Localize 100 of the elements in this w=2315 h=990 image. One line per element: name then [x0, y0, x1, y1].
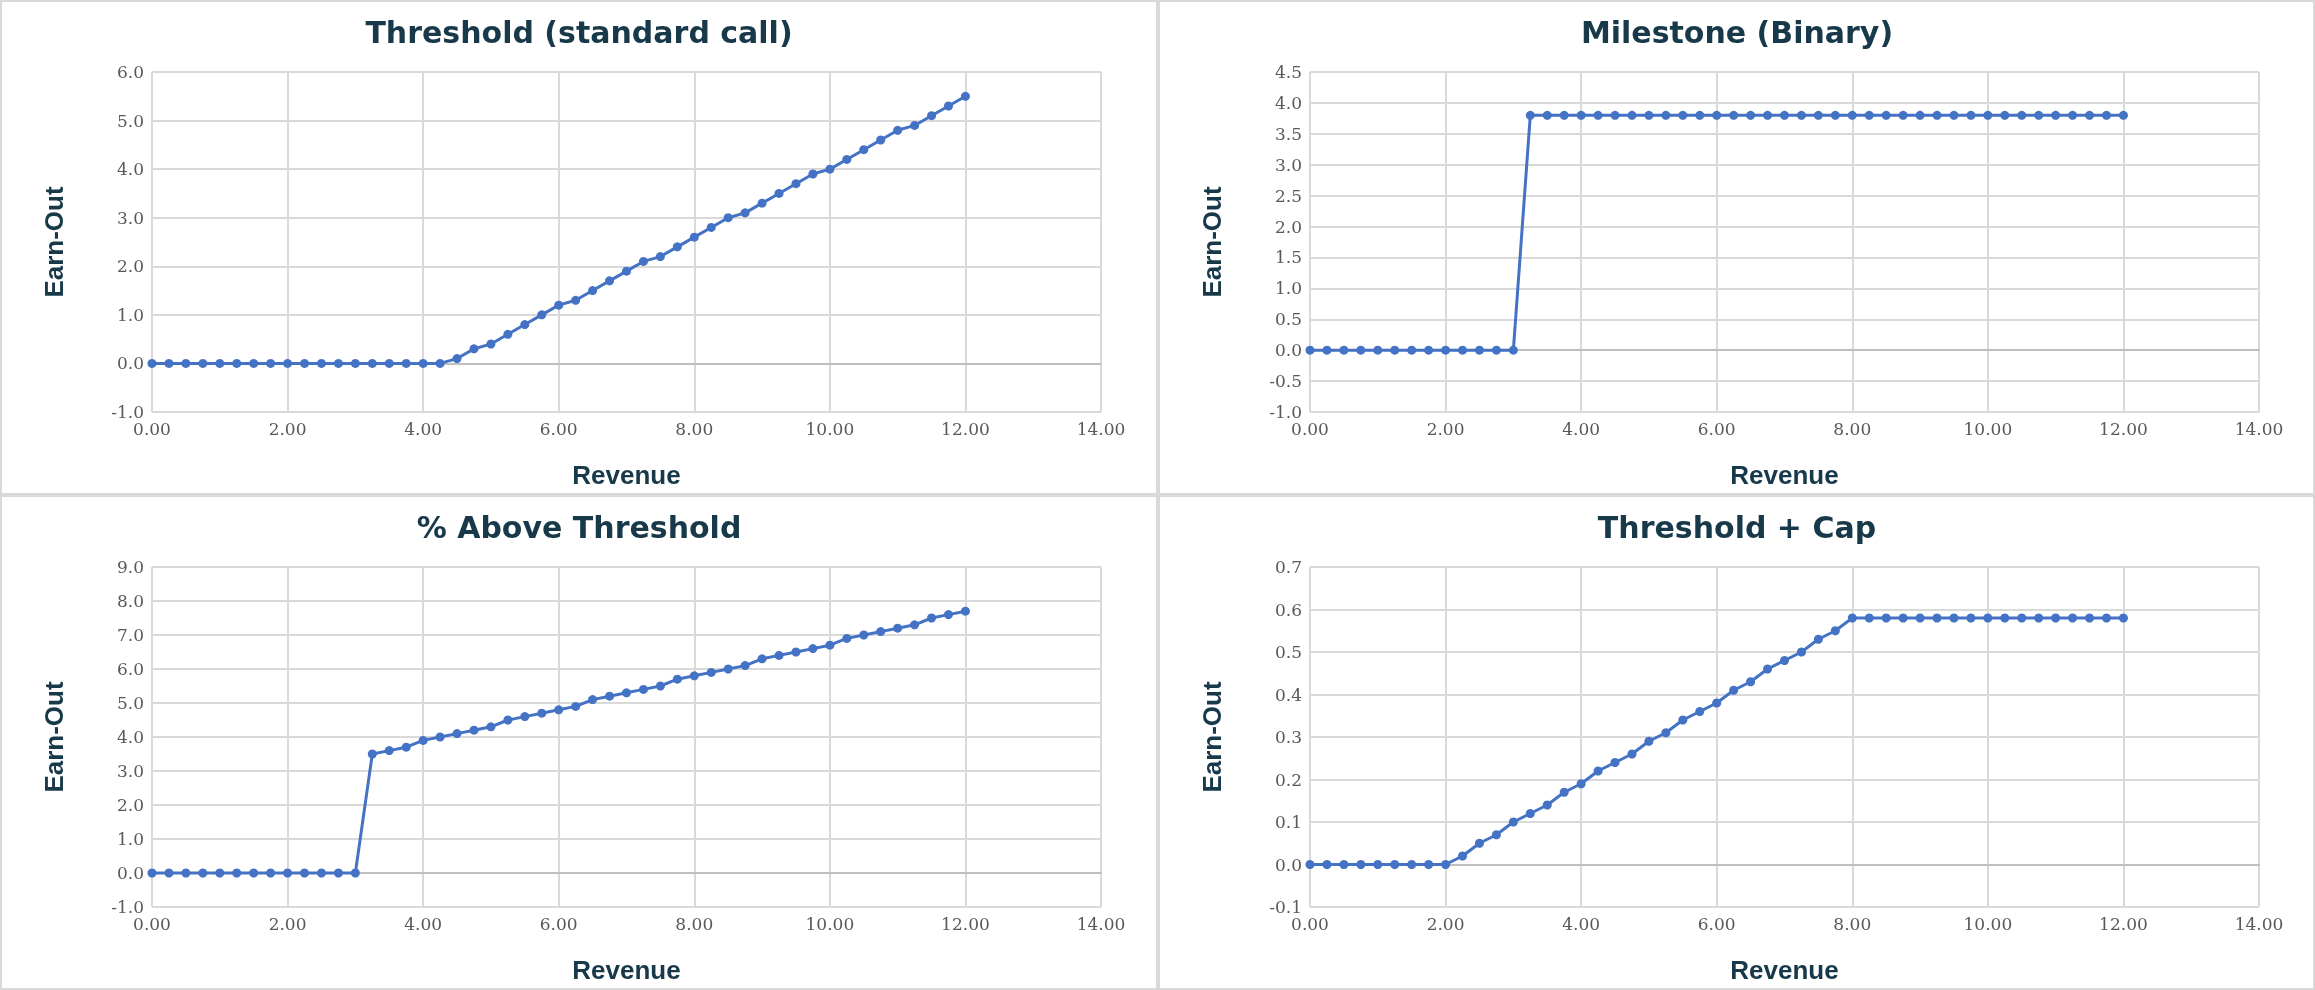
point — [638, 684, 648, 694]
point — [1355, 860, 1365, 869]
point — [1779, 656, 1789, 665]
point — [910, 620, 920, 630]
point — [283, 358, 293, 368]
point — [893, 623, 903, 633]
y-tick-label: 0.0 — [1274, 340, 1302, 361]
y-tick-label: 0.5 — [1274, 309, 1302, 330]
y-tick-label: 1.0 — [116, 304, 144, 325]
point — [1677, 715, 1687, 725]
point — [1525, 809, 1535, 818]
point — [469, 725, 479, 735]
point — [689, 232, 699, 242]
point — [893, 125, 903, 135]
point — [266, 358, 276, 368]
point — [622, 266, 631, 276]
point — [638, 256, 648, 266]
x-tick-label: 8.00 — [1832, 913, 1871, 934]
y-tick-label: 0.6 — [1274, 599, 1302, 620]
point — [198, 868, 208, 878]
y-tick-label: 8.0 — [116, 591, 144, 611]
point — [283, 868, 293, 878]
point — [740, 208, 750, 218]
point — [1881, 613, 1891, 623]
point — [147, 868, 157, 878]
y-tick-label: 9.0 — [116, 557, 144, 577]
point — [1745, 677, 1755, 687]
y-tick-label: 2.0 — [116, 795, 144, 815]
x-tick-label: 6.00 — [539, 418, 578, 439]
point — [232, 358, 242, 368]
point — [520, 320, 530, 330]
x-tick-label: 4.00 — [404, 418, 443, 439]
point — [791, 647, 801, 657]
y-tick-label: 4.0 — [116, 727, 144, 747]
point — [401, 358, 411, 368]
point — [943, 610, 953, 620]
point — [842, 154, 852, 164]
point — [1728, 685, 1738, 695]
point — [605, 276, 615, 286]
point — [1457, 851, 1467, 861]
y-tick-label: 3.0 — [1274, 154, 1302, 175]
x-tick-label: 8.00 — [675, 418, 714, 439]
point — [757, 654, 767, 664]
x-axis-title: Revenue — [572, 460, 681, 490]
x-axis-title: Revenue — [1729, 955, 1839, 985]
point — [1593, 766, 1603, 776]
y-tick-label: 5.0 — [116, 693, 144, 713]
point — [181, 358, 191, 368]
y-tick-label: 4.0 — [1274, 92, 1302, 113]
point — [198, 358, 208, 368]
chart-title: Threshold + Cap — [1597, 509, 1876, 545]
point — [1321, 860, 1331, 869]
point — [435, 358, 445, 368]
point — [689, 671, 699, 681]
point — [1610, 758, 1620, 767]
point — [605, 691, 615, 701]
point — [537, 708, 547, 718]
point — [1830, 626, 1840, 636]
x-axis-title: Revenue — [1729, 460, 1839, 490]
point — [588, 286, 598, 296]
point — [2118, 613, 2128, 623]
x-tick-label: 2.00 — [1426, 913, 1464, 934]
point — [740, 661, 750, 671]
point — [1762, 664, 1772, 674]
x-tick-label: 4.00 — [1561, 913, 1600, 934]
x-tick-label: 14.00 — [1076, 418, 1126, 439]
x-tick-label: 10.00 — [1963, 913, 2012, 934]
point — [774, 650, 784, 660]
point — [249, 358, 259, 368]
point — [316, 358, 326, 368]
y-tick-label: 4.0 — [116, 159, 144, 180]
point — [2101, 613, 2111, 623]
point — [672, 242, 682, 252]
point — [537, 310, 547, 320]
y-tick-label: 2.0 — [116, 256, 144, 277]
point — [960, 606, 970, 616]
x-tick-label: 12.00 — [2098, 418, 2148, 439]
point — [2067, 613, 2077, 623]
point — [1626, 749, 1636, 759]
y-tick-label: 1.0 — [1274, 278, 1302, 299]
point — [266, 868, 276, 878]
chart-title: % Above Threshold — [416, 509, 742, 545]
point — [2016, 613, 2026, 623]
point — [1847, 613, 1857, 623]
y-tick-label: 0.3 — [1274, 727, 1302, 747]
y-axis-title: Earn-Out — [1196, 681, 1227, 793]
point — [825, 164, 835, 174]
point — [943, 101, 953, 111]
point — [876, 135, 886, 145]
point — [1643, 736, 1653, 746]
point — [859, 630, 869, 640]
point — [1559, 787, 1569, 797]
x-tick-label: 12.00 — [2098, 913, 2148, 934]
y-tick-label: 7.0 — [116, 625, 144, 645]
point — [1711, 698, 1721, 708]
point — [791, 179, 801, 189]
point — [757, 198, 767, 208]
point — [469, 344, 479, 354]
y-tick-label: 3.0 — [116, 761, 144, 781]
point — [486, 722, 496, 732]
